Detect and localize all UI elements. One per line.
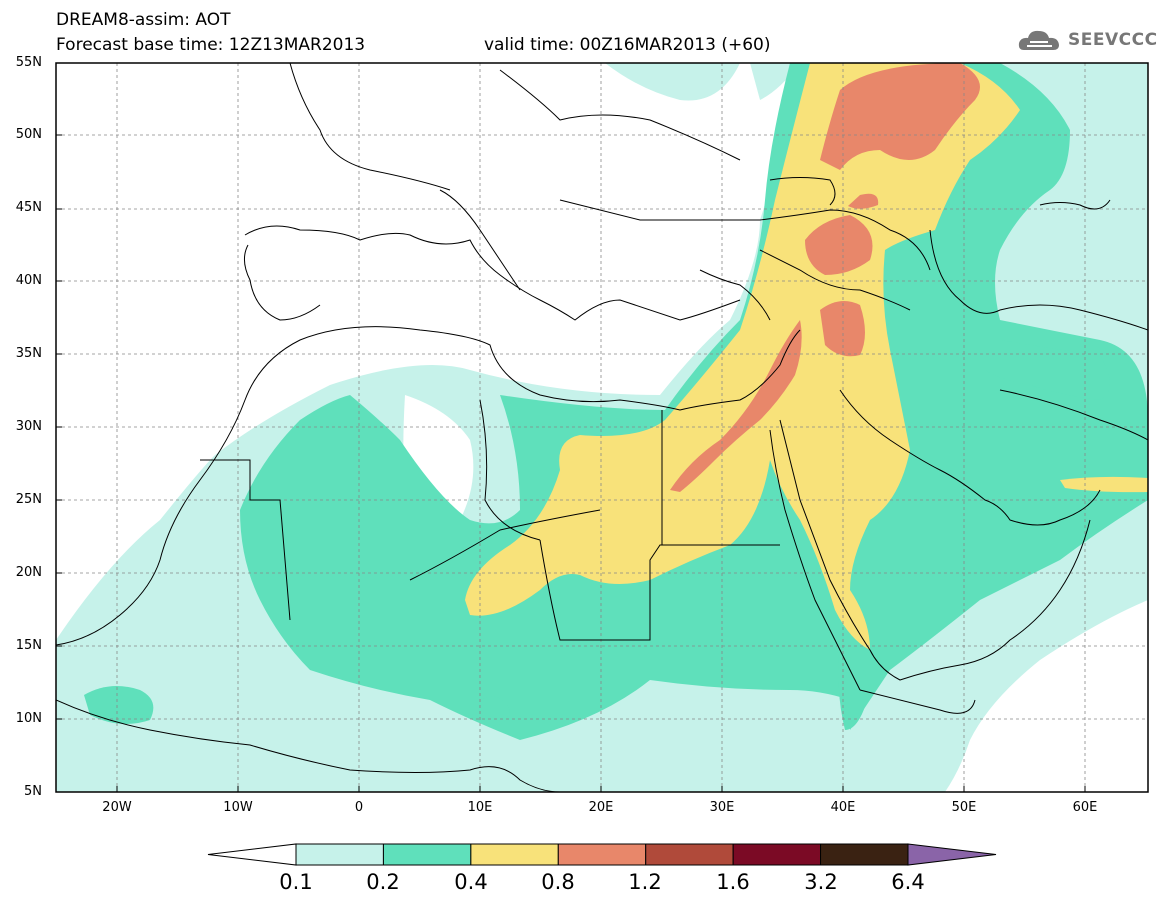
lon-label: 20W: [102, 800, 132, 815]
lat-label: 10N: [15, 711, 42, 726]
lat-label: 35N: [15, 346, 42, 361]
lat-label: 5N: [24, 784, 42, 799]
lat-label: 20N: [15, 565, 42, 580]
lat-label: 25N: [15, 492, 42, 507]
coastlines: [56, 63, 1148, 792]
legend-label: 0.4: [454, 870, 488, 894]
lat-label: 50N: [15, 127, 42, 142]
legend-label: 0.1: [279, 870, 313, 894]
aot-0.4-region: [465, 63, 1020, 650]
lon-label: 50E: [951, 800, 977, 815]
lat-label: 15N: [15, 638, 42, 653]
graticule: [56, 63, 1148, 792]
legend-label: 6.4: [891, 870, 925, 894]
map-title: DREAM8-assim: AOT: [56, 10, 231, 30]
aot-0.8-region: [820, 63, 980, 170]
lon-label: 0: [354, 800, 364, 815]
forecast-base-time: Forecast base time: 12Z13MAR2013: [56, 35, 366, 55]
legend-label: 0.8: [541, 870, 575, 894]
lon-label: 40E: [830, 800, 856, 815]
lat-label: 45N: [15, 200, 42, 215]
legend-label: 0.2: [366, 870, 400, 894]
legend-label: 1.2: [628, 870, 662, 894]
lon-label: 10E: [467, 800, 493, 815]
lat-label: 55N: [15, 55, 42, 70]
valid-time: valid time: 00Z16MAR2013 (+60): [484, 35, 771, 55]
lon-label: 30E: [709, 800, 735, 815]
legend-label: 1.6: [716, 870, 750, 894]
cloud-logo-icon: [1018, 30, 1059, 50]
legend-label: 3.2: [804, 870, 838, 894]
lon-label: 60E: [1072, 800, 1098, 815]
lat-label: 30N: [15, 419, 42, 434]
aot-shading: [56, 63, 1148, 792]
logo-text: SEEVCCC: [1068, 30, 1158, 50]
lon-label: 20E: [588, 800, 614, 815]
lat-label: 40N: [15, 273, 42, 288]
lon-label: 10W: [223, 800, 253, 815]
